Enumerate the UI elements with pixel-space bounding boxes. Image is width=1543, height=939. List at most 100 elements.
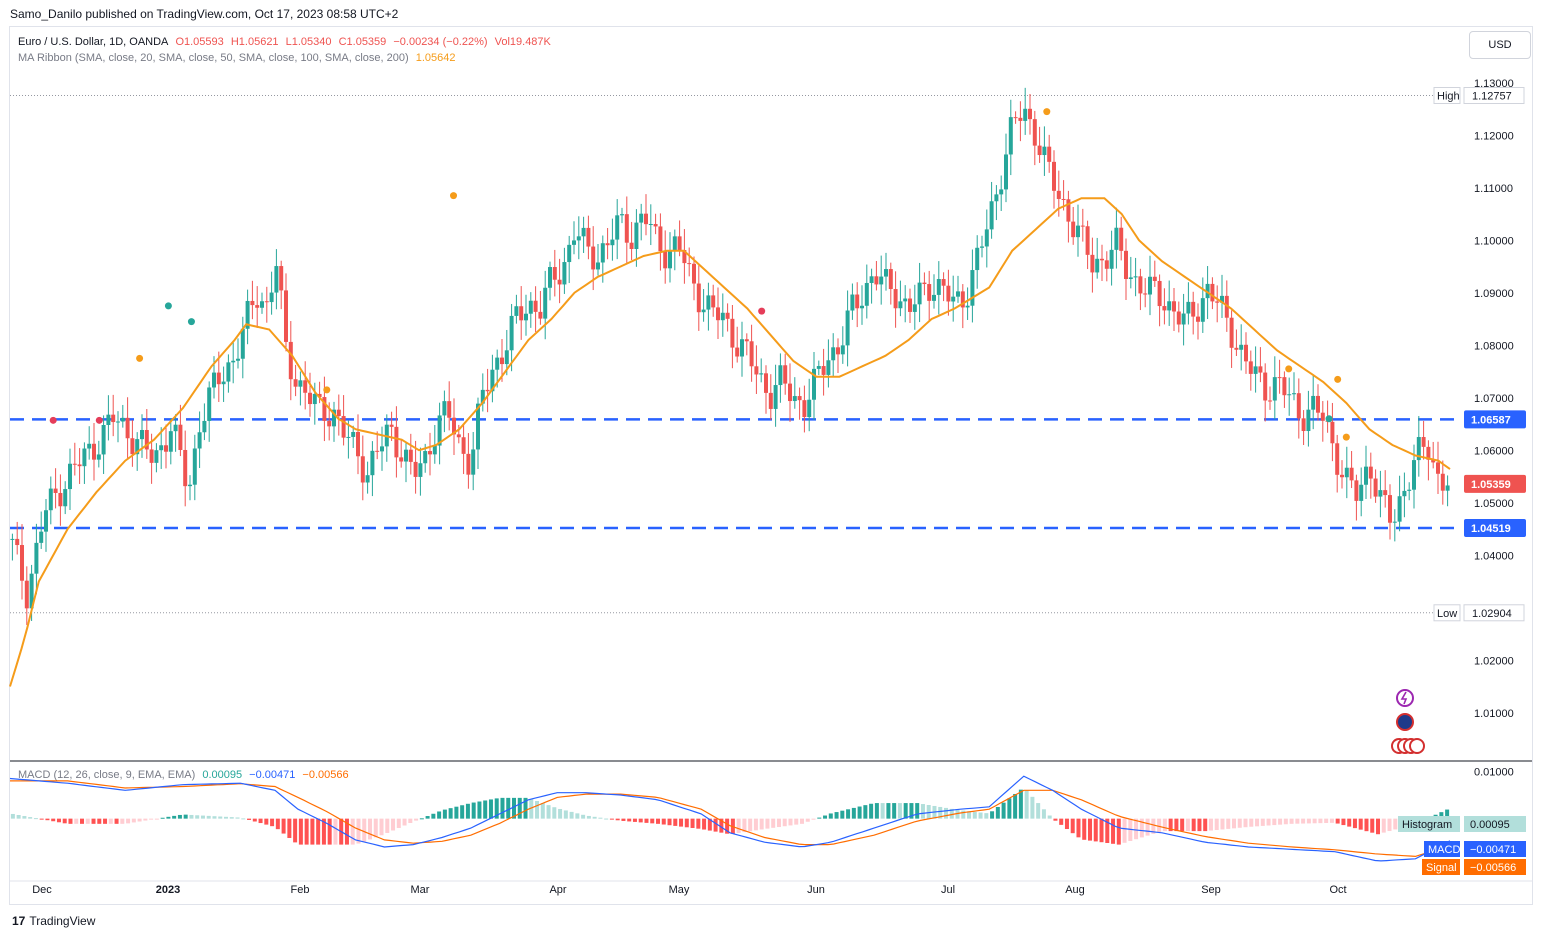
- us-flag-icon: [1409, 738, 1425, 754]
- candle-body: [1378, 490, 1383, 497]
- macd-histogram-bar: [1197, 818, 1202, 832]
- macd-histogram-bar: [241, 818, 246, 820]
- candle-body: [932, 294, 936, 301]
- macd-histogram-bar: [368, 818, 372, 840]
- macd-histogram-bar: [212, 816, 217, 819]
- candle-body: [615, 215, 620, 240]
- macd-histogram-bar: [62, 818, 67, 824]
- macd-histogram-bar: [1329, 818, 1334, 823]
- candle-body: [644, 213, 648, 225]
- macd-histogram-bar: [1007, 798, 1012, 819]
- candle-body: [250, 300, 255, 306]
- macd-histogram-bar: [1174, 818, 1179, 832]
- macd-histogram-bar: [563, 810, 568, 819]
- macd-histogram-bar: [995, 806, 1000, 819]
- macd-value: −0.00471: [249, 769, 296, 781]
- level-value-box: [1464, 519, 1526, 538]
- macd-histogram-bar: [1111, 818, 1116, 844]
- candle-body: [495, 357, 500, 370]
- candle-body: [284, 290, 288, 342]
- candle-body: [240, 328, 245, 359]
- macd-histogram-bar: [1445, 809, 1450, 819]
- macd-histogram-bar: [1105, 818, 1110, 844]
- price-tick-label: 1.09000: [1474, 288, 1514, 300]
- macd-histogram-bar: [788, 818, 793, 826]
- macd-histogram-bar: [97, 818, 102, 824]
- ma-label[interactable]: MA Ribbon (SMA, close, 20, SMA, close, 5…: [18, 52, 409, 64]
- macd-histogram-bar: [800, 818, 804, 824]
- macd-histogram-bar: [586, 815, 591, 819]
- candle-body: [394, 426, 399, 458]
- price-tick-label: 1.02000: [1474, 655, 1514, 667]
- candle-body: [428, 451, 432, 455]
- macd-histogram-bar: [22, 816, 27, 819]
- candle-body: [144, 430, 149, 450]
- price-tick-label: 1.07000: [1474, 393, 1514, 405]
- candle-body: [504, 350, 509, 365]
- macd-histogram-bar: [206, 815, 211, 819]
- candle-body: [999, 189, 1004, 195]
- signal-marker: [1342, 433, 1350, 441]
- candle-body: [509, 315, 514, 351]
- macd-histogram-bar: [1191, 818, 1196, 832]
- macd-histogram-bar: [1289, 818, 1294, 824]
- candle-body: [149, 449, 154, 463]
- candle-body: [389, 424, 394, 427]
- tradingview-logo[interactable]: 17: [12, 914, 26, 928]
- candle-body: [845, 310, 850, 346]
- candle-body: [888, 269, 893, 290]
- candle-body: [1080, 225, 1085, 227]
- candle-body: [336, 409, 341, 417]
- candle-body: [87, 443, 92, 449]
- candle-body: [879, 276, 884, 285]
- candle-body: [960, 291, 965, 308]
- candle-body: [1100, 258, 1104, 261]
- candle-body: [1320, 412, 1325, 421]
- candle-body: [1296, 393, 1301, 419]
- candle-body: [725, 312, 730, 319]
- candle-body: [677, 236, 682, 251]
- candle-body: [1373, 478, 1378, 497]
- level-value-label: 1.06587: [1471, 414, 1511, 426]
- macd-histogram-bar: [938, 806, 943, 819]
- macd-histogram-bar: [195, 815, 200, 819]
- candle-body: [936, 279, 941, 295]
- macd-histogram-bar: [189, 814, 194, 819]
- macd-histogram-bar: [229, 817, 234, 819]
- candle-body: [168, 431, 173, 452]
- candle-body: [399, 457, 404, 462]
- macd-histogram-bar: [1272, 818, 1277, 826]
- currency-button[interactable]: USD: [1469, 31, 1531, 59]
- candle-body: [1032, 119, 1037, 146]
- macd-histogram-bar: [425, 816, 430, 819]
- macd-label[interactable]: MACD (12, 26, close, 9, EMA, EMA): [18, 769, 196, 781]
- candle-body: [120, 417, 125, 422]
- candle-body: [572, 240, 576, 245]
- candle-body: [1388, 495, 1392, 523]
- candle-body: [1436, 462, 1440, 474]
- macd-histogram-bar: [736, 818, 741, 833]
- candle-body: [970, 270, 975, 306]
- macd-histogram-bar: [327, 818, 332, 845]
- macd-histogram-bar: [1151, 818, 1156, 834]
- candle-body: [135, 439, 140, 455]
- candle-body: [197, 432, 202, 449]
- macd-histogram-bar: [684, 818, 689, 828]
- macd-histogram-bar: [448, 808, 453, 819]
- macd-histogram-bar: [160, 817, 165, 819]
- macd-histogram-bar: [1013, 793, 1018, 819]
- macd-histogram-bar: [200, 815, 205, 819]
- candle-body: [202, 420, 207, 433]
- candle-body: [360, 456, 365, 483]
- macd-histogram-bar: [1088, 818, 1092, 841]
- candle-body: [471, 449, 476, 475]
- tradingview-brand[interactable]: TradingView: [29, 914, 96, 928]
- candle-body: [1167, 301, 1172, 311]
- macd-histogram-bar: [500, 797, 505, 819]
- candle-body: [975, 247, 980, 271]
- macd-histogram-bar: [707, 818, 712, 831]
- symbol-name[interactable]: Euro / U.S. Dollar, 1D, OANDA: [18, 36, 169, 48]
- candle-body: [634, 222, 639, 249]
- macd-histogram-bar: [1036, 803, 1041, 819]
